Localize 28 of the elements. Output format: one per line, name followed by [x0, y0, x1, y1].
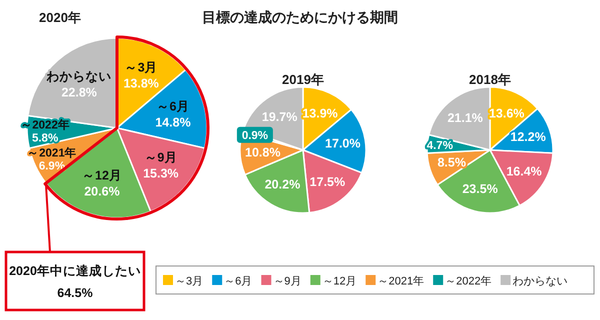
- legend-label: ～12月: [322, 276, 357, 288]
- data-label: ～3月 13.8%: [123, 60, 159, 91]
- legend-label: ～2022年: [445, 276, 492, 288]
- data-label: ～6月 14.8%: [155, 99, 191, 130]
- chart-subtitle: 2018年: [469, 72, 511, 87]
- data-label: 16.4%: [506, 164, 542, 179]
- data-label: ～12月 20.6%: [82, 168, 122, 199]
- legend-label: わからない: [512, 276, 568, 288]
- data-label: 20.2%: [264, 178, 300, 192]
- chart-subtitle: 2020年: [39, 10, 81, 25]
- data-label: ～9月 15.3%: [143, 150, 179, 180]
- data-label: 23.5%: [462, 182, 498, 196]
- data-label: 0.9%: [242, 130, 268, 142]
- legend-label: ～9月: [273, 276, 302, 288]
- data-label: わからない 22.8%: [46, 70, 112, 100]
- chart-title: 目標の達成のためにかける期間: [202, 9, 398, 25]
- data-label: 17.5%: [310, 175, 346, 190]
- data-label: 8.5%: [437, 156, 466, 170]
- legend-label: ～3月: [175, 276, 204, 288]
- data-label: 21.1%: [447, 111, 483, 126]
- data-label: 10.8%: [245, 146, 280, 160]
- data-label: 12.2%: [510, 130, 546, 144]
- data-label: 17.0%: [325, 136, 361, 150]
- text: 2020年中に達成したい 64.5%: [9, 264, 141, 300]
- chart-subtitle: 2019年: [282, 72, 324, 87]
- legend-label: ～2021年: [378, 276, 424, 288]
- legend-label: ～6月: [224, 276, 252, 288]
- data-label: 19.7%: [262, 110, 298, 124]
